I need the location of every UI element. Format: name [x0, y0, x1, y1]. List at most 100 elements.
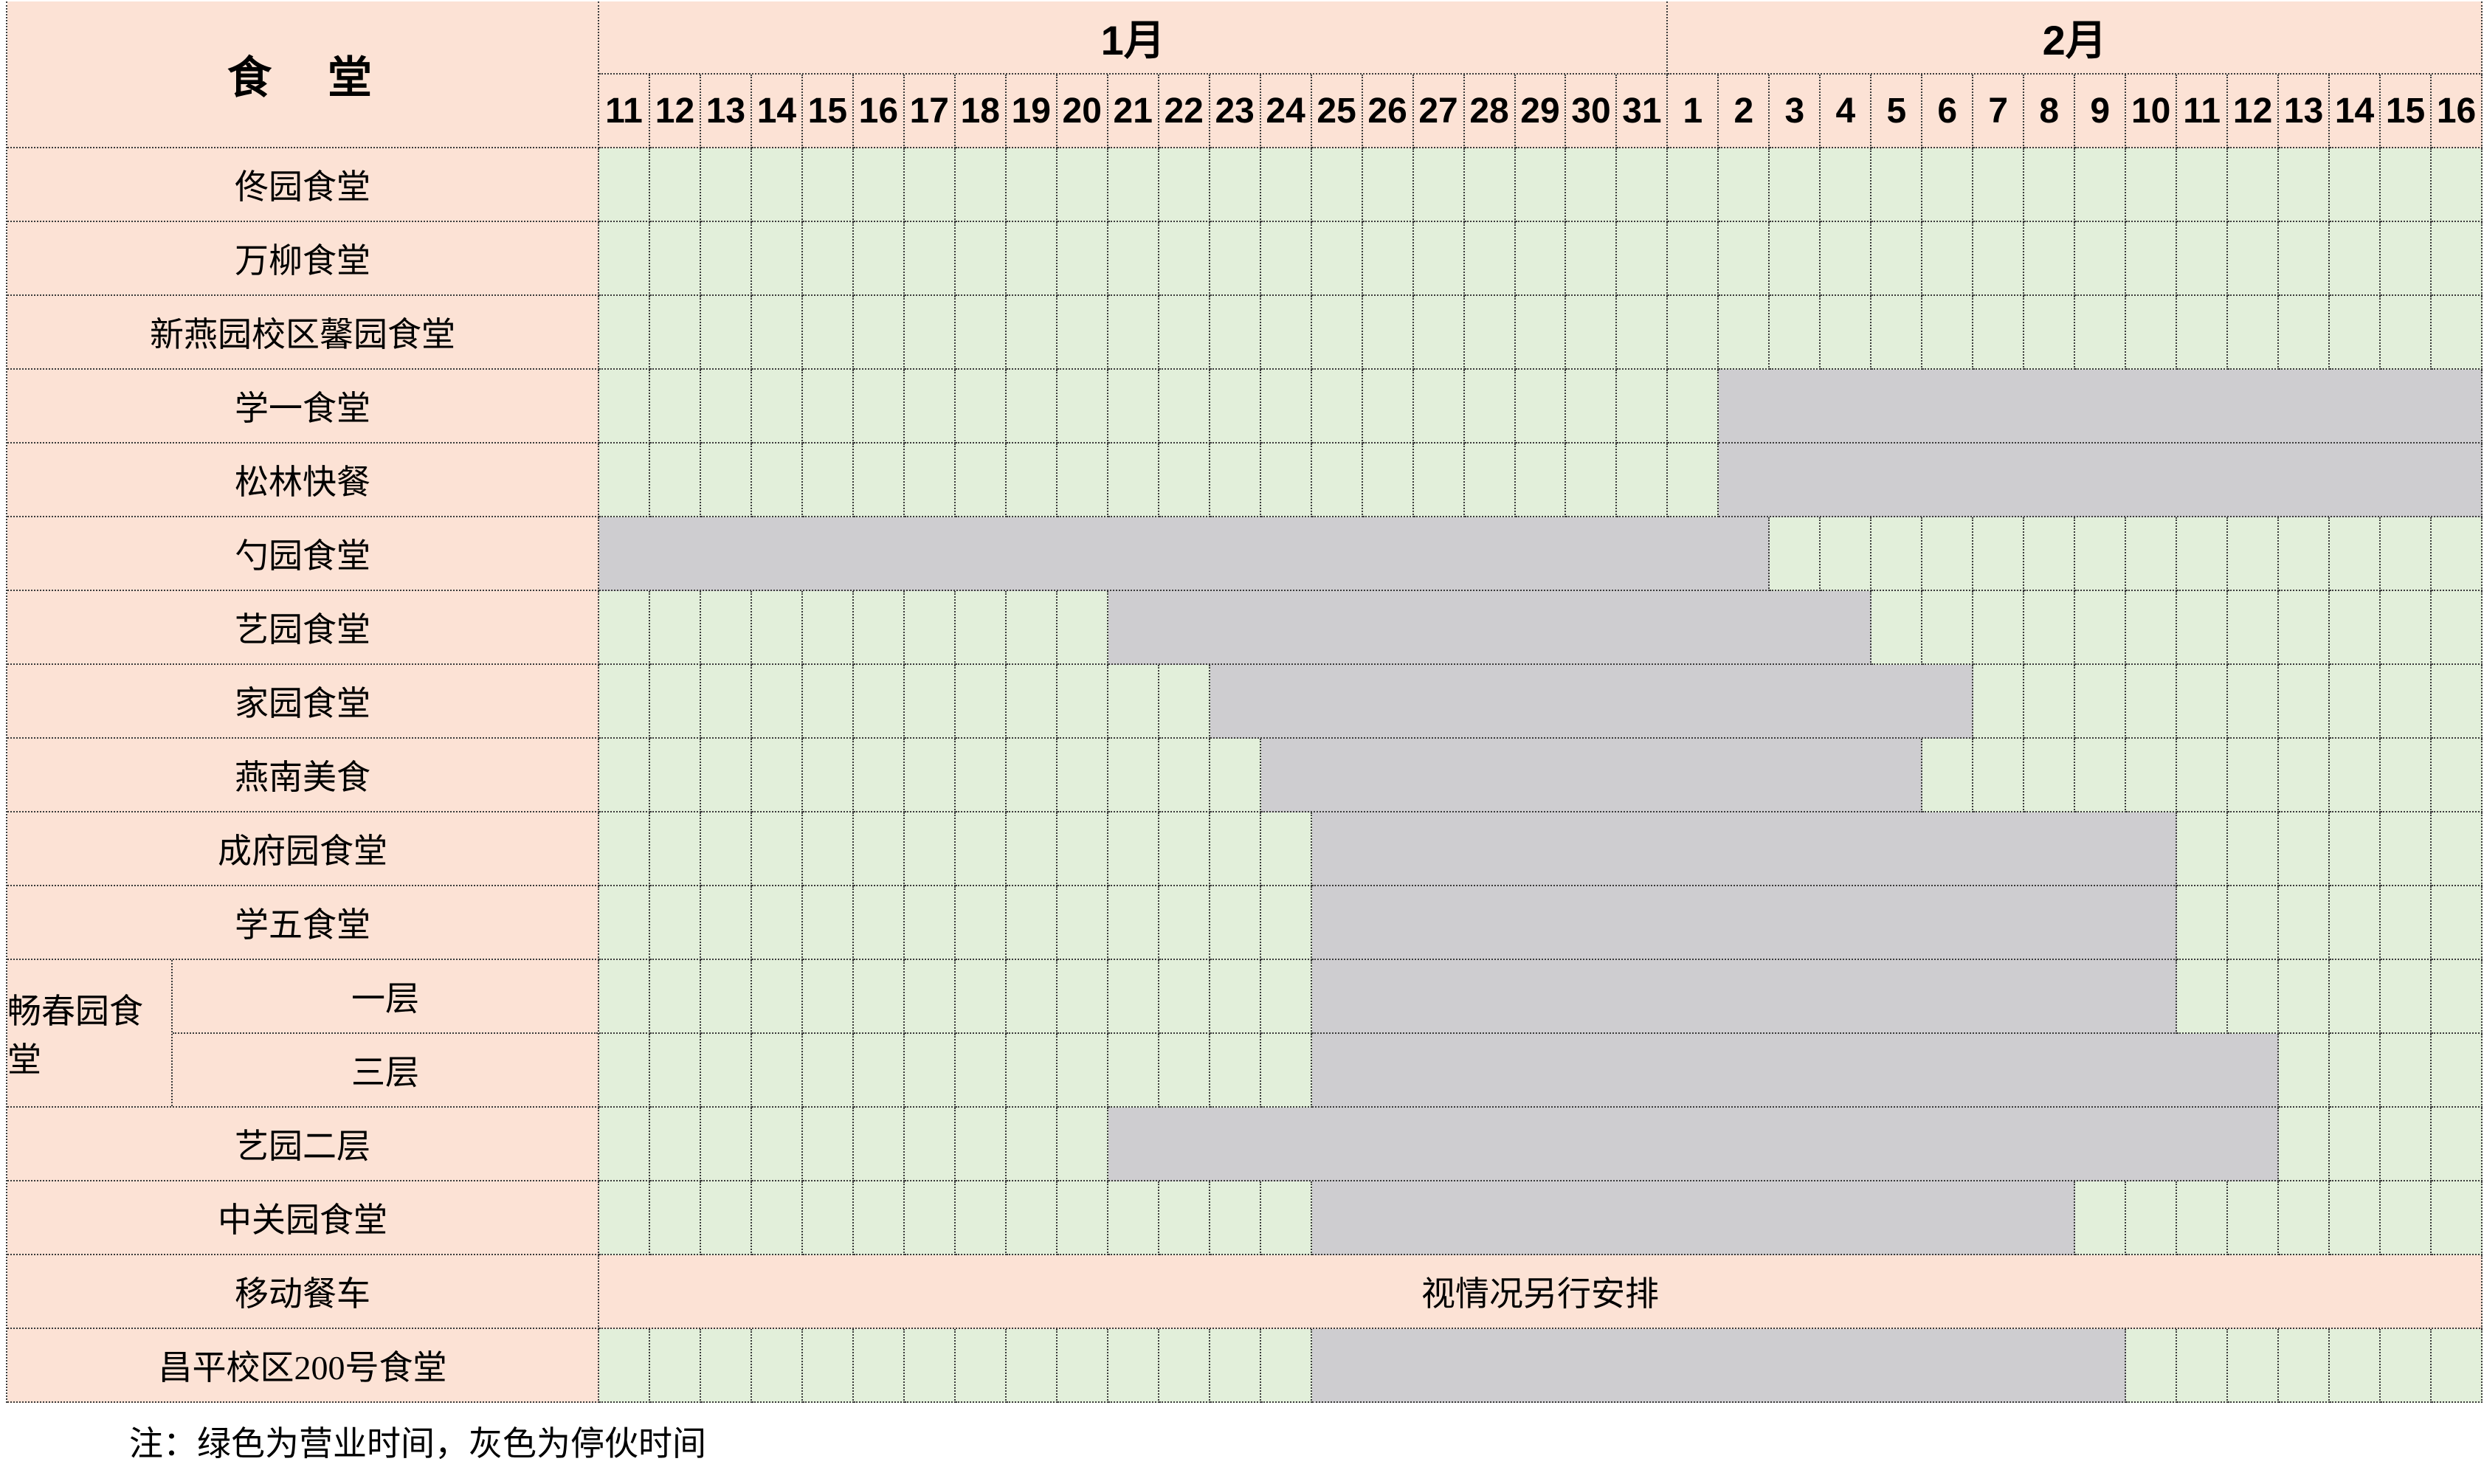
open-day-cell — [599, 1181, 650, 1255]
open-day-cell — [2228, 960, 2280, 1034]
open-day-cell — [1260, 370, 1312, 444]
open-day-cell — [1006, 1034, 1058, 1108]
open-day-cell — [2330, 886, 2381, 960]
day-header-cell: 27 — [1413, 75, 1465, 148]
day-header-cell: 18 — [955, 75, 1007, 148]
open-day-cell — [599, 222, 650, 296]
open-day-cell — [1159, 1034, 1210, 1108]
open-day-cell — [2432, 148, 2483, 222]
open-day-cell — [1668, 148, 1719, 222]
day-header-cell: 14 — [751, 75, 803, 148]
open-day-cell — [802, 886, 854, 960]
open-day-cell — [1311, 370, 1363, 444]
open-day-cell — [802, 1181, 854, 1255]
open-day-cell — [1006, 370, 1058, 444]
day-header-cell: 1 — [1668, 75, 1719, 148]
open-day-cell — [751, 296, 803, 370]
open-day-cell — [700, 886, 752, 960]
open-day-cell — [904, 1034, 956, 1108]
day-header-cell: 9 — [2075, 75, 2127, 148]
open-day-cell — [700, 222, 752, 296]
open-day-cell — [904, 444, 956, 517]
canteen-header-cell: 食 堂 — [7, 1, 599, 148]
open-day-cell — [2432, 960, 2483, 1034]
open-day-cell — [1922, 517, 1974, 591]
open-day-cell — [700, 370, 752, 444]
open-day-cell — [955, 370, 1007, 444]
open-day-cell — [2330, 1108, 2381, 1181]
open-day-cell — [1108, 665, 1159, 739]
open-day-cell — [599, 886, 650, 960]
open-day-cell — [2177, 886, 2229, 960]
open-day-cell — [2126, 1181, 2178, 1255]
canteen-group-cell: 畅春园食堂 一层 三层 — [7, 960, 599, 1108]
open-day-cell — [700, 960, 752, 1034]
canteen-name-cell: 新燕园校区馨园食堂 — [7, 296, 599, 370]
open-day-cell — [904, 665, 956, 739]
open-day-cell — [2279, 1181, 2331, 1255]
open-day-cell — [1617, 222, 1669, 296]
open-day-cell — [853, 591, 905, 665]
day-header-cell: 15 — [2381, 75, 2432, 148]
day-header-cell: 25 — [1311, 75, 1363, 148]
open-day-cell — [955, 665, 1007, 739]
day-header-cell: 22 — [1159, 75, 1210, 148]
open-day-cell — [1821, 148, 1872, 222]
open-day-cell — [1108, 1181, 1159, 1255]
open-day-cell — [1413, 296, 1465, 370]
open-day-cell — [2432, 591, 2483, 665]
canteen-name-cell: 勺园食堂 — [7, 517, 599, 591]
closed-period-bar — [1210, 665, 1974, 739]
open-day-cell — [1108, 148, 1159, 222]
open-day-cell — [853, 960, 905, 1034]
open-day-cell — [2075, 591, 2127, 665]
closed-period-bar — [1311, 1329, 2127, 1403]
open-day-cell — [1159, 1181, 1210, 1255]
open-day-cell — [700, 296, 752, 370]
open-day-cell — [2432, 1034, 2483, 1108]
open-day-cell — [1057, 591, 1108, 665]
open-day-cell — [853, 222, 905, 296]
open-day-cell — [2126, 517, 2178, 591]
open-day-cell — [2279, 960, 2331, 1034]
open-day-cell — [1260, 1034, 1312, 1108]
open-day-cell — [1871, 517, 1923, 591]
open-day-cell — [1871, 591, 1923, 665]
open-day-cell — [2432, 296, 2483, 370]
open-day-cell — [2432, 812, 2483, 886]
closed-period-bar — [1719, 370, 2483, 444]
day-header-cell: 24 — [1260, 75, 1312, 148]
canteen-name-cell: 移动餐车 — [7, 1255, 599, 1329]
open-day-cell — [2330, 960, 2381, 1034]
open-day-cell — [1464, 296, 1516, 370]
open-day-cell — [649, 739, 701, 812]
open-day-cell — [2126, 296, 2178, 370]
open-day-cell — [853, 886, 905, 960]
canteen-name-cell: 艺园食堂 — [7, 591, 599, 665]
open-day-cell — [1210, 444, 1261, 517]
open-day-cell — [1006, 1329, 1058, 1403]
closed-period-bar — [1311, 960, 2178, 1034]
day-header-cell: 7 — [1973, 75, 2025, 148]
open-day-cell — [904, 591, 956, 665]
open-day-cell — [2126, 1329, 2178, 1403]
open-day-cell — [1159, 739, 1210, 812]
open-day-cell — [1006, 812, 1058, 886]
open-day-cell — [2279, 296, 2331, 370]
open-day-cell — [2279, 517, 2331, 591]
day-header-cell: 28 — [1464, 75, 1516, 148]
open-day-cell — [2228, 665, 2280, 739]
open-day-cell — [649, 222, 701, 296]
open-day-cell — [1464, 148, 1516, 222]
day-header-cell: 21 — [1108, 75, 1159, 148]
open-day-cell — [1006, 148, 1058, 222]
open-day-cell — [751, 1181, 803, 1255]
open-day-cell — [1210, 222, 1261, 296]
open-day-cell — [1515, 370, 1567, 444]
open-day-cell — [700, 739, 752, 812]
open-day-cell — [2330, 222, 2381, 296]
open-day-cell — [2177, 960, 2229, 1034]
open-day-cell — [1108, 444, 1159, 517]
open-day-cell — [955, 960, 1007, 1034]
open-day-cell — [1108, 812, 1159, 886]
